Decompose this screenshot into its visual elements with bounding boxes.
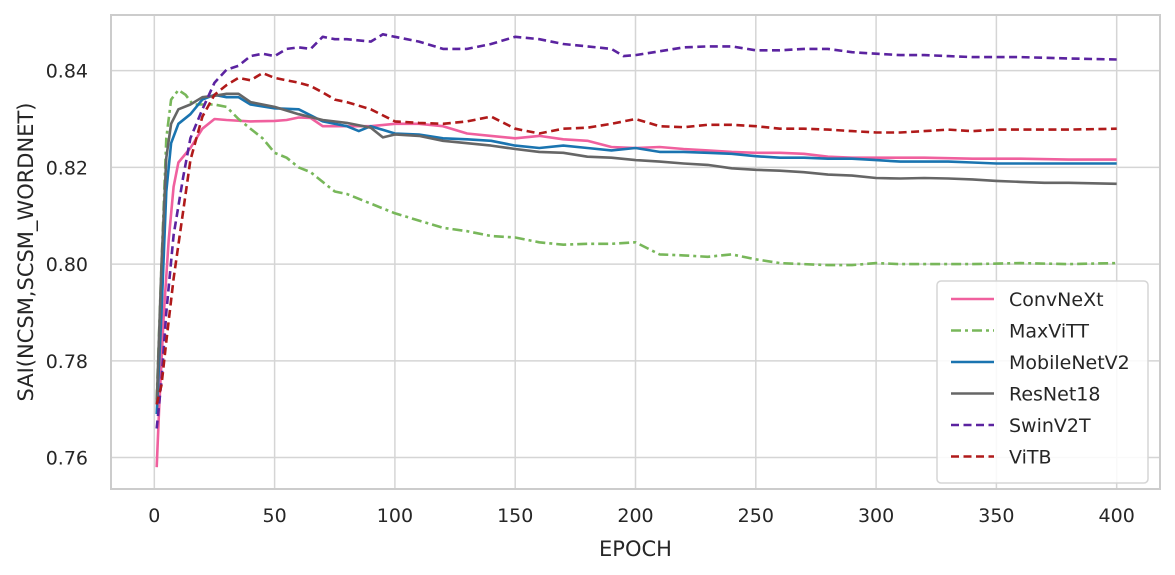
x-tick-label: 150: [497, 505, 533, 527]
series-lines: [155, 33, 1117, 468]
x-tick-label: 400: [1099, 505, 1135, 527]
x-axis: 0 50 100 150 200 250 300 350 400: [148, 505, 1135, 527]
legend-label: MaxViTT: [1009, 321, 1089, 343]
legend-label: ConvNeXt: [1009, 289, 1104, 311]
y-tick-label: 0.82: [46, 157, 88, 179]
y-tick-label: 0.84: [46, 61, 88, 83]
y-axis-title: SAI(NCSM,SCSM_WORDNET): [14, 103, 39, 402]
series-line-resnet18: [155, 92, 1117, 405]
x-tick-label: 50: [263, 505, 287, 527]
y-tick-label: 0.78: [46, 351, 88, 373]
legend-box: [936, 280, 1149, 484]
y-axis: 0.76 0.78 0.80 0.82 0.84: [46, 61, 88, 470]
legend-label: MobileNetV2: [1009, 352, 1130, 374]
legend-label: ResNet18: [1009, 384, 1100, 406]
series-line-convnext: [155, 116, 1117, 468]
legend: ConvNeXt MaxViTT MobileNetV2 ResNet18 SwinV2…: [936, 280, 1149, 484]
x-tick-label: 200: [617, 505, 653, 527]
legend-label: ViTB: [1009, 447, 1052, 469]
x-tick-label: 100: [377, 505, 413, 527]
x-tick-label: 0: [148, 505, 160, 527]
series-line-swinv2t: [155, 33, 1117, 429]
x-axis-title: EPOCH: [599, 537, 672, 561]
legend-label: SwinV2T: [1009, 415, 1091, 437]
y-tick-label: 0.80: [46, 254, 88, 276]
plot-frame: [110, 14, 1161, 490]
x-tick-label: 250: [738, 505, 774, 527]
x-tick-label: 350: [978, 505, 1014, 527]
y-tick-label: 0.76: [46, 448, 88, 470]
series-line-vitb: [155, 71, 1117, 405]
series-line-maxvitt: [155, 88, 1117, 400]
x-tick-label: 300: [858, 505, 894, 527]
